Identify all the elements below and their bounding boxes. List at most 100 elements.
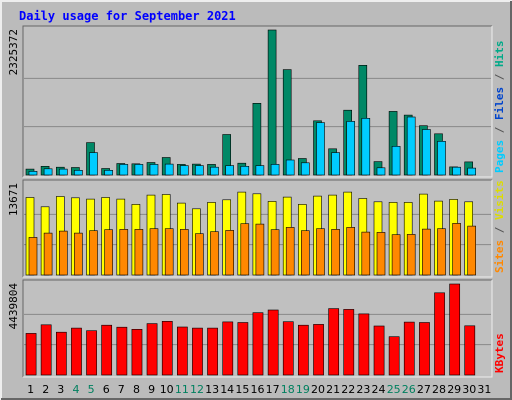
bar-kbytes-kbytes-day-18 bbox=[282, 321, 294, 376]
bar-kbytes-kbytes-day-22 bbox=[343, 309, 355, 376]
bar-hits-files-day-27 bbox=[422, 129, 431, 176]
bar-kbytes-kbytes-day-25 bbox=[388, 336, 400, 376]
legend-label-kbytes: KBytes bbox=[493, 333, 506, 373]
bar-visits-sites-day-24 bbox=[376, 232, 386, 276]
x-tick-label-5: 5 bbox=[88, 383, 95, 396]
bar-hits-files-day-15 bbox=[240, 166, 250, 176]
bar-hits-hits-day-16 bbox=[252, 103, 262, 176]
legend-part-kbytes-0: KBytes bbox=[493, 333, 506, 373]
bar-hits-files-day-17 bbox=[270, 164, 280, 176]
y-max-label-hits: 2325372 bbox=[7, 29, 20, 75]
bar-hits-files-day-18 bbox=[285, 159, 295, 176]
legend-label-hits: Pages / Files / Hits bbox=[493, 41, 506, 174]
legend-part-visits-2: Visits bbox=[493, 180, 506, 220]
plot-border-visits bbox=[22, 179, 492, 277]
bar-hits-files-day-20 bbox=[316, 122, 325, 176]
bar-hits-files-day-7 bbox=[119, 164, 129, 176]
bar-visits-sites-day-3 bbox=[58, 230, 68, 276]
bar-hits-files-day-8 bbox=[134, 164, 144, 176]
bar-hits-files-day-23 bbox=[361, 118, 371, 176]
x-tick-label-27: 27 bbox=[417, 383, 431, 396]
x-tick-label-22: 22 bbox=[341, 383, 355, 396]
bar-visits-sites-day-9 bbox=[149, 228, 159, 276]
bar-visits-sites-day-27 bbox=[422, 228, 431, 276]
bar-visits-sites-day-20 bbox=[316, 228, 325, 276]
bar-kbytes-kbytes-day-17 bbox=[267, 309, 279, 376]
x-tick-label-30: 30 bbox=[462, 383, 476, 396]
bar-kbytes-kbytes-day-14 bbox=[222, 321, 234, 376]
bar-kbytes-kbytes-day-2 bbox=[40, 324, 52, 376]
bar-visits-sites-day-19 bbox=[300, 230, 310, 276]
bar-hits-files-day-12 bbox=[195, 165, 204, 176]
bar-hits-files-day-25 bbox=[391, 146, 401, 176]
bar-hits-files-day-6 bbox=[104, 170, 113, 176]
bar-kbytes-kbytes-day-3 bbox=[55, 331, 67, 376]
bar-hits-files-day-3 bbox=[58, 168, 68, 176]
bar-kbytes-kbytes-day-7 bbox=[116, 326, 128, 376]
bar-kbytes-kbytes-day-11 bbox=[177, 326, 188, 376]
x-tick-label-13: 13 bbox=[205, 383, 219, 396]
bar-visits-sites-day-30 bbox=[467, 225, 477, 276]
x-tick-label-19: 19 bbox=[296, 383, 310, 396]
bar-hits-hits-day-17 bbox=[267, 29, 277, 176]
bar-visits-sites-day-1 bbox=[28, 237, 38, 276]
bar-visits-sites-day-12 bbox=[195, 233, 204, 276]
x-tick-label-4: 4 bbox=[73, 383, 80, 396]
panel-hits: 2325372 Pages / Files / Hits bbox=[7, 25, 506, 178]
bar-visits-sites-day-29 bbox=[452, 223, 461, 276]
bar-visits-sites-day-18 bbox=[285, 227, 295, 276]
x-tick-label-14: 14 bbox=[220, 383, 234, 396]
bar-hits-files-day-13 bbox=[210, 166, 219, 176]
bar-visits-sites-day-15 bbox=[240, 223, 250, 276]
bar-hits-files-day-16 bbox=[255, 165, 265, 176]
x-tick-label-29: 29 bbox=[447, 383, 461, 396]
plot-border-light-visits bbox=[23, 180, 493, 278]
plot-border-kbytes bbox=[22, 279, 492, 377]
x-tick-label-9: 9 bbox=[148, 383, 155, 396]
bar-kbytes-kbytes-day-29 bbox=[449, 283, 461, 376]
x-tick-label-2: 2 bbox=[42, 383, 49, 396]
bar-visits-sites-day-22 bbox=[346, 227, 356, 276]
bar-hits-files-day-24 bbox=[376, 167, 386, 176]
bar-hits-files-day-19 bbox=[300, 162, 310, 176]
bar-kbytes-kbytes-day-9 bbox=[146, 323, 158, 376]
bar-hits-files-day-4 bbox=[74, 170, 83, 176]
bar-visits-sites-day-2 bbox=[43, 232, 53, 276]
x-tick-label-25: 25 bbox=[387, 383, 401, 396]
bar-visits-sites-day-17 bbox=[270, 229, 280, 276]
bar-hits-files-day-2 bbox=[43, 168, 53, 176]
bar-hits-hits-day-18 bbox=[282, 69, 292, 176]
x-tick-label-23: 23 bbox=[356, 383, 370, 396]
bar-kbytes-kbytes-day-5 bbox=[86, 330, 97, 376]
bar-hits-files-day-22 bbox=[346, 121, 356, 176]
bar-visits-sites-day-23 bbox=[361, 231, 371, 276]
x-tick-label-12: 12 bbox=[190, 383, 204, 396]
bar-visits-sites-day-21 bbox=[331, 229, 340, 276]
bar-visits-sites-day-14 bbox=[225, 230, 234, 276]
x-tick-label-24: 24 bbox=[372, 383, 386, 396]
x-tick-label-6: 6 bbox=[103, 383, 110, 396]
bar-kbytes-kbytes-day-28 bbox=[434, 292, 445, 376]
bar-hits-files-day-30 bbox=[467, 167, 477, 176]
y-max-label-visits: 13671 bbox=[7, 183, 20, 216]
bar-kbytes-kbytes-day-16 bbox=[252, 312, 264, 376]
x-tick-label-3: 3 bbox=[57, 383, 64, 396]
bar-kbytes-kbytes-day-30 bbox=[464, 325, 476, 376]
bar-kbytes-kbytes-day-4 bbox=[71, 327, 82, 376]
bar-kbytes-kbytes-day-19 bbox=[297, 324, 309, 376]
bar-hits-files-day-1 bbox=[28, 171, 38, 176]
bar-kbytes-kbytes-day-21 bbox=[328, 308, 340, 376]
x-tick-label-21: 21 bbox=[326, 383, 340, 396]
legend-part-hits-0: Pages bbox=[493, 140, 506, 173]
x-tick-label-16: 16 bbox=[251, 383, 265, 396]
bar-hits-files-day-11 bbox=[180, 165, 189, 176]
bar-kbytes-kbytes-day-13 bbox=[207, 327, 218, 376]
x-tick-label-10: 10 bbox=[160, 383, 174, 396]
bar-hits-files-day-10 bbox=[164, 163, 174, 176]
bar-hits-files-day-21 bbox=[331, 152, 340, 176]
x-tick-label-15: 15 bbox=[235, 383, 249, 396]
bar-hits-files-day-29 bbox=[452, 166, 461, 176]
